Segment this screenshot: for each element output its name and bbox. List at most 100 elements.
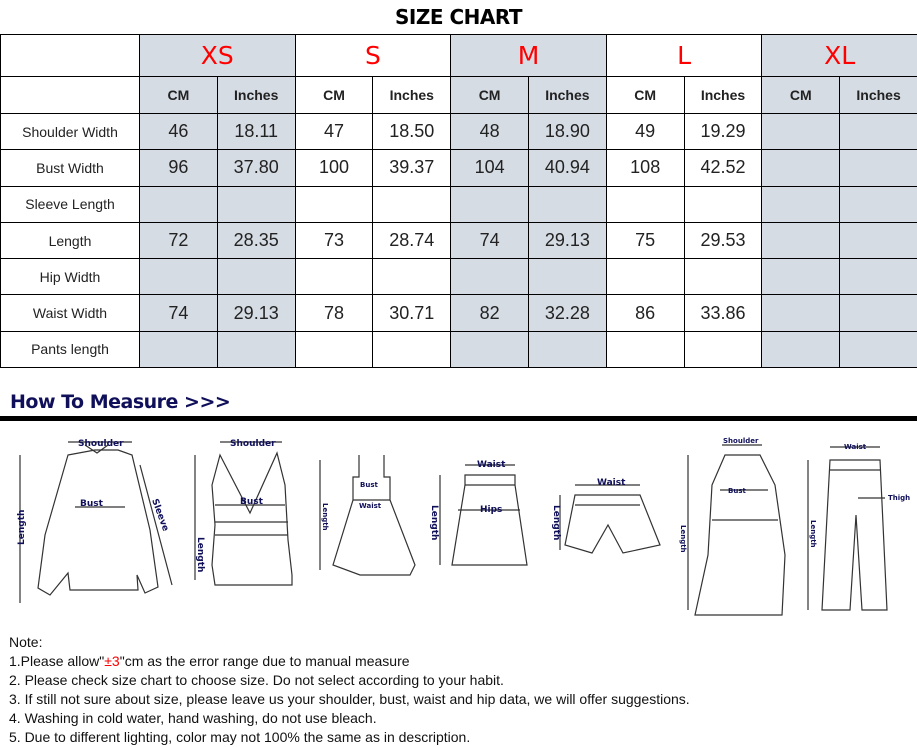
cell: 18.90 [527,112,607,151]
cell [527,185,607,223]
cell: 74 [139,294,218,332]
note-4: 4. Washing in cold water, hand washing, … [9,710,377,726]
svg-text:Waist: Waist [597,478,626,488]
cell: 74 [450,221,529,260]
cell [761,112,841,151]
unit-header: CM [294,76,374,114]
corner-cell [0,34,140,77]
page-title: SIZE CHART [394,5,523,29]
cell: 75 [605,221,685,260]
svg-text:Bust: Bust [80,499,104,509]
cell: 33.86 [683,294,763,332]
cell [683,330,763,369]
cell: 19.29 [683,112,763,151]
svg-text:Waist: Waist [844,443,867,451]
size-header-xl: XL [761,34,917,77]
cell [605,258,685,296]
cell [839,185,917,223]
svg-text:Bust: Bust [360,481,378,489]
size-header-l: L [605,34,763,77]
cell [139,185,218,223]
cell: 47 [294,112,374,151]
cell [839,330,917,369]
svg-text:Length: Length [195,537,205,572]
cell: 42.52 [683,149,763,187]
cell: 30.71 [372,294,452,332]
table-row: Hip Width [0,258,917,296]
cell: 29.53 [683,221,763,260]
coat-diagram: Shoulder Bust Length [679,437,786,616]
cell [527,330,607,369]
cell: 49 [605,112,685,151]
svg-text:Length: Length [17,510,27,545]
unit-header: CM [139,76,218,114]
cell: 100 [294,149,374,187]
cell [839,112,917,151]
svg-text:Length: Length [429,505,439,540]
unit-header: CM [450,76,529,114]
unit-header: Inches [683,76,763,114]
svg-text:Length: Length [321,503,329,531]
cell [605,330,685,369]
svg-text:Sleeve: Sleeve [149,498,170,533]
unit-header: Inches [372,76,452,114]
cell: 29.13 [216,294,296,332]
svg-text:Hips: Hips [480,505,502,515]
cell [839,258,917,296]
svg-text:Waist: Waist [359,502,382,510]
cell [450,258,529,296]
cell [450,330,529,369]
cell [605,185,685,223]
cell: 73 [294,221,374,260]
svg-text:Length: Length [551,505,561,540]
note-1: 1.Please allow"±3"cm as the error range … [9,653,410,669]
cell [683,258,763,296]
divider [0,416,917,421]
cell: 96 [139,149,218,187]
cell: 28.74 [372,221,452,260]
notes: Note: 1.Please allow"±3"cm as the error … [9,633,690,747]
svg-text:Bust: Bust [728,487,746,495]
size-header-m: M [450,34,607,77]
svg-text:Bust: Bust [240,497,264,507]
cell [839,221,917,260]
cell [761,330,841,369]
row-label: Length [0,221,140,260]
svg-text:Shoulder: Shoulder [78,439,124,449]
cell: 78 [294,294,374,332]
cell [761,258,841,296]
pants-diagram: Waist Thigh Length [807,443,910,611]
unit-header: Inches [216,76,296,114]
note-5: 5. Due to different lighting, color may … [9,729,471,745]
cell [527,258,607,296]
row-label: Waist Width [0,294,140,332]
svg-text:Thigh: Thigh [888,494,910,502]
svg-text:Shoulder: Shoulder [230,439,276,449]
cell [294,185,374,223]
unit-header: CM [605,76,685,114]
row-label: Sleeve Length [0,185,140,223]
cell: 82 [450,294,529,332]
notes-heading: Note: [9,634,43,650]
size-header-xs: XS [139,34,296,77]
cell: 104 [450,149,529,187]
cell: 46 [139,112,218,151]
cell [372,185,452,223]
svg-text:Shoulder: Shoulder [723,437,759,445]
blank-cell [0,76,140,114]
cell [139,330,218,369]
cell: 29.13 [527,221,607,260]
cell [216,185,296,223]
cell: 72 [139,221,218,260]
cell [839,149,917,187]
cell [216,330,296,369]
cell [372,330,452,369]
cell: 18.11 [216,112,296,151]
table-row: Shoulder Width 46 18.11 47 18.50 48 18.90 49 19.… [0,112,917,151]
row-label: Bust Width [0,149,140,187]
cell [294,258,374,296]
table-row: Sleeve Length [0,185,917,223]
shorts-diagram: Waist Length [551,478,661,554]
unit-header: Inches [839,76,917,114]
unit-header: CM [761,76,841,114]
